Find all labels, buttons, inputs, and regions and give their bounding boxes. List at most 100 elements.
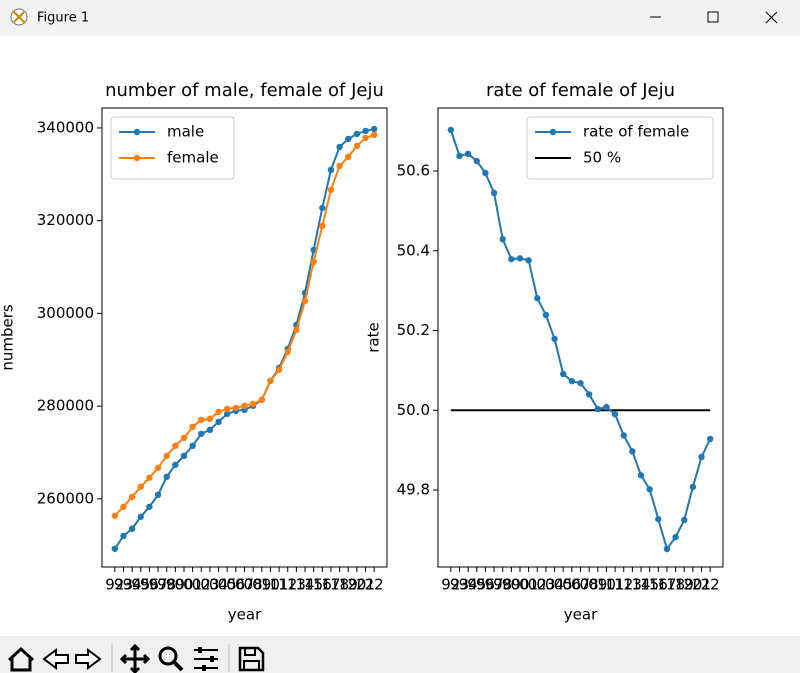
forward-button[interactable] — [75, 648, 102, 670]
legend-marker — [549, 128, 557, 136]
data-point — [232, 404, 240, 412]
x-tick-label: 13 — [623, 576, 642, 594]
data-point — [542, 311, 550, 319]
y-tick-label: 300000 — [37, 304, 94, 322]
x-tick-label: 97 — [485, 576, 504, 594]
data-point — [111, 545, 119, 552]
configure-button[interactable] — [194, 647, 218, 671]
data-point — [345, 135, 352, 143]
x-tick-label: 92 — [105, 576, 124, 594]
x-tick-label: 92 — [441, 576, 460, 594]
data-point — [215, 408, 222, 416]
data-point — [215, 418, 222, 426]
data-point — [154, 464, 162, 471]
x-tick-label: 22 — [365, 576, 384, 594]
back-button[interactable] — [42, 648, 69, 670]
data-point — [146, 474, 153, 481]
x-tick-label: 07 — [235, 576, 254, 594]
pan-button[interactable] — [119, 643, 151, 673]
y-axis-label: numbers — [0, 304, 17, 371]
data-point — [189, 423, 196, 430]
x-tick-label: 00 — [174, 576, 193, 594]
x-tick-label: 97 — [149, 576, 168, 594]
legend-label: 50 % — [583, 149, 621, 167]
x-tick-label: 93 — [450, 576, 469, 594]
data-point — [560, 370, 567, 378]
data-point — [198, 430, 205, 437]
data-point — [198, 416, 205, 423]
data-point — [516, 255, 524, 262]
y-tick-label: 340000 — [37, 118, 94, 136]
data-point — [137, 513, 144, 520]
data-point — [163, 473, 170, 481]
data-point — [551, 335, 558, 343]
home-button[interactable] — [7, 646, 35, 672]
data-point — [663, 545, 671, 553]
plot-area — [437, 107, 724, 568]
data-point — [163, 452, 170, 460]
x-tick-label: 20 — [683, 576, 702, 594]
legend-label: rate of female — [583, 123, 689, 141]
x-tick-label: 10 — [597, 576, 616, 594]
x-tick-label: 93 — [114, 576, 133, 594]
x-tick-label: 22 — [701, 576, 720, 594]
x-tick-label: 98 — [157, 576, 176, 594]
data-point — [275, 366, 283, 374]
x-axis-label: year — [564, 606, 598, 624]
x-tick-label: 16 — [649, 576, 668, 594]
data-point — [327, 166, 335, 174]
app-icon — [10, 8, 28, 26]
x-tick-label: 12 — [278, 576, 297, 594]
x-tick-label: 08 — [580, 576, 599, 594]
data-point — [464, 150, 472, 158]
x-tick-label: 99 — [166, 576, 185, 594]
toolbar — [0, 636, 800, 673]
x-tick-label: 17 — [657, 576, 676, 594]
data-point — [172, 461, 179, 469]
y-tick-label: 50.4 — [397, 241, 430, 259]
data-point — [128, 493, 136, 501]
data-point — [327, 186, 335, 194]
close-button[interactable] — [765, 11, 778, 24]
data-point — [345, 153, 352, 161]
data-point — [120, 532, 127, 540]
legend-label: male — [167, 123, 204, 141]
data-point — [473, 157, 480, 165]
plot-area — [101, 107, 388, 568]
data-point — [655, 515, 662, 523]
x-tick-label: 04 — [209, 576, 228, 594]
window-title: Figure 1 — [37, 11, 89, 26]
x-tick-label: 01 — [183, 576, 202, 594]
x-tick-label: 02 — [192, 576, 211, 594]
x-tick-label: 19 — [675, 576, 694, 594]
chart-title: rate of female of Jeju — [486, 80, 675, 101]
data-point — [706, 435, 714, 443]
zoom-button[interactable] — [158, 646, 184, 672]
x-tick-label: 95 — [131, 576, 150, 594]
data-point — [603, 403, 610, 411]
data-point — [301, 297, 309, 305]
data-point — [499, 235, 506, 243]
x-tick-label: 17 — [321, 576, 340, 594]
x-tick-label: 09 — [588, 576, 607, 594]
x-tick-label: 96 — [476, 576, 495, 594]
data-point — [154, 491, 162, 499]
y-tick-label: 50.2 — [397, 321, 430, 339]
title-bar — [0, 0, 800, 36]
data-point — [577, 379, 584, 387]
y-tick-label: 50.0 — [397, 401, 430, 419]
data-point — [585, 391, 593, 398]
data-point — [353, 142, 361, 150]
data-point — [370, 131, 378, 139]
x-tick-label: 18 — [666, 576, 685, 594]
x-tick-label: 18 — [330, 576, 349, 594]
data-point — [310, 258, 317, 266]
x-tick-label: 13 — [287, 576, 306, 594]
x-tick-label: 94 — [459, 576, 478, 594]
data-point — [534, 295, 541, 302]
x-tick-label: 05 — [218, 576, 237, 594]
save-button[interactable] — [238, 646, 265, 672]
data-point — [241, 402, 248, 410]
data-point — [637, 472, 645, 479]
maximize-button[interactable] — [707, 11, 719, 23]
